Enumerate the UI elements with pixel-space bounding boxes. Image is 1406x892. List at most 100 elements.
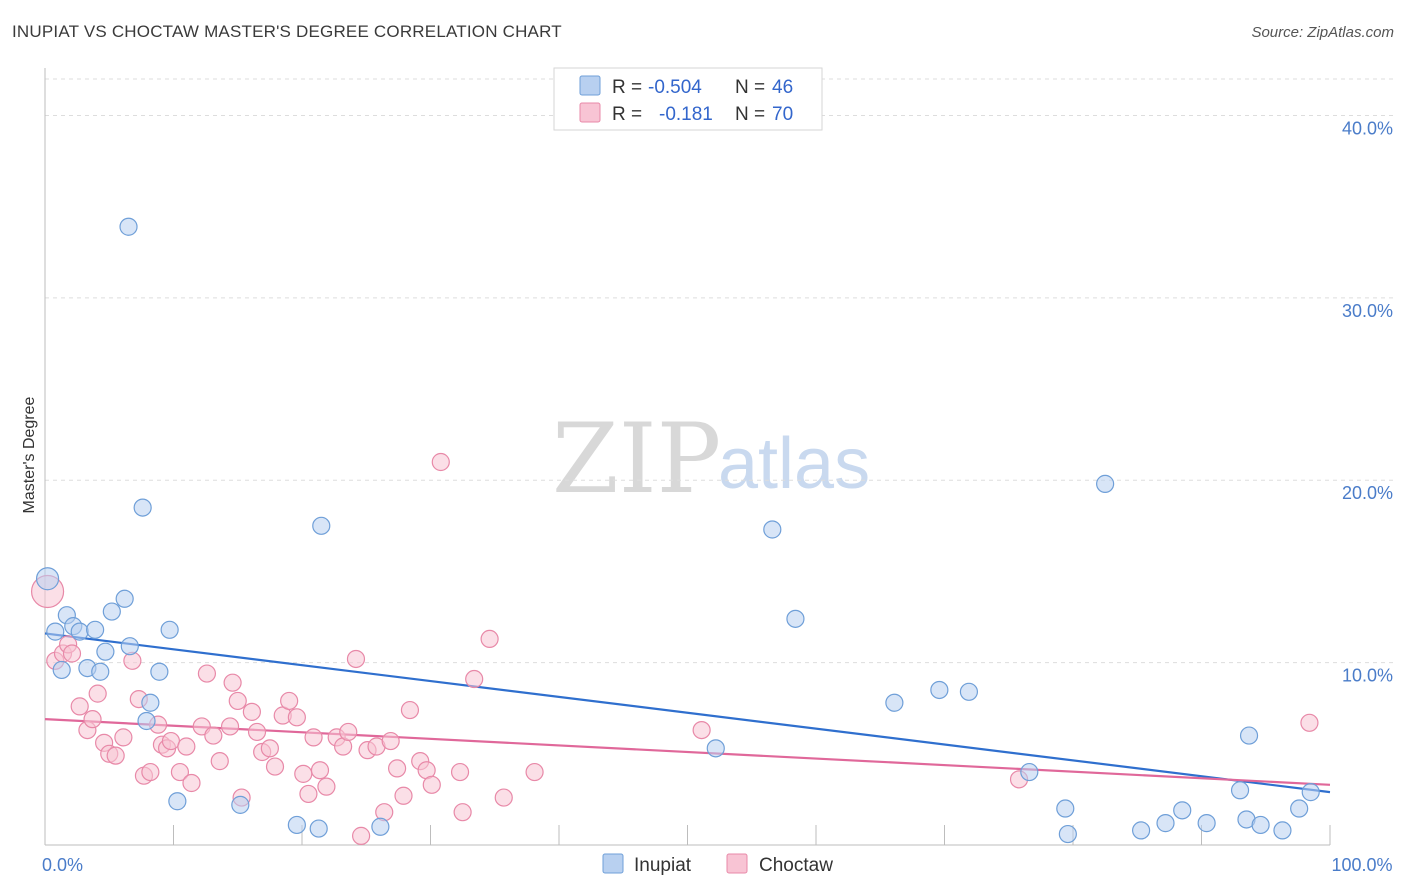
inupiat-point-7[interactable] (86, 620, 105, 639)
inupiat-point-20[interactable] (231, 795, 250, 814)
choctaw-point-62[interactable] (453, 803, 472, 822)
choctaw-point-40[interactable] (294, 764, 313, 783)
choctaw-point-67[interactable] (692, 720, 711, 740)
choctaw-point-23[interactable] (182, 773, 201, 793)
choctaw-point-16[interactable] (141, 762, 160, 782)
bottom-legend-swatch-inupiat (602, 853, 624, 874)
legend-r-value-2: -0.181 (659, 104, 713, 125)
inupiat-point-36[interactable] (1156, 814, 1175, 833)
axes (44, 68, 1331, 846)
legend-n-value-1: 46 (772, 77, 793, 98)
choctaw-point-20[interactable] (161, 731, 181, 751)
inupiat-point-41[interactable] (1239, 726, 1259, 745)
bottom-legend-label-inupiat: Inupiat (634, 855, 692, 876)
choctaw-point-36[interactable] (265, 757, 285, 776)
inupiat-point-37[interactable] (1173, 801, 1192, 820)
choctaw-point-60[interactable] (431, 452, 450, 472)
choctaw-point-22[interactable] (177, 737, 196, 756)
data-points[interactable] (30, 217, 1320, 845)
inupiat-point-19[interactable] (168, 792, 187, 811)
inupiat-point-2[interactable] (52, 660, 71, 680)
inupiat-point-45[interactable] (1301, 783, 1320, 802)
inupiat-point-8[interactable] (91, 662, 110, 681)
inupiat-point-10[interactable] (102, 602, 121, 621)
bottom-legend-swatch-choctaw (726, 853, 748, 874)
inupiat-point-11[interactable] (115, 589, 134, 608)
inupiat-point-0[interactable] (35, 567, 60, 591)
x-tick-labels: 0.0% 100.0% (42, 855, 1393, 875)
choctaw-point-59[interactable] (422, 775, 441, 794)
choctaw-point-21[interactable] (170, 762, 190, 782)
inupiat-point-35[interactable] (1132, 821, 1151, 840)
choctaw-point-35[interactable] (260, 739, 279, 758)
inupiat-point-23[interactable] (312, 516, 331, 535)
inupiat-point-12[interactable] (119, 217, 138, 236)
choctaw-point-47[interactable] (339, 722, 358, 742)
choctaw-point-11[interactable] (106, 746, 125, 765)
inupiat-point-30[interactable] (959, 682, 979, 701)
inupiat-point-42[interactable] (1251, 815, 1270, 835)
inupiat-point-21[interactable] (287, 815, 306, 835)
legend-n-label-1: N = (735, 77, 765, 98)
inupiat-point-39[interactable] (1230, 781, 1250, 800)
inupiat-point-44[interactable] (1290, 799, 1309, 818)
choctaw-point-55[interactable] (394, 786, 413, 805)
inupiat-point-24[interactable] (371, 817, 390, 836)
inupiat-point-26[interactable] (763, 520, 782, 539)
choctaw-point-38[interactable] (280, 691, 299, 711)
choctaw-point-56[interactable] (400, 700, 420, 720)
choctaw-point-63[interactable] (465, 669, 484, 689)
choctaw-point-54[interactable] (387, 759, 407, 778)
inupiat-point-29[interactable] (930, 680, 949, 700)
choctaw-point-28[interactable] (220, 717, 240, 736)
choctaw-point-30[interactable] (228, 691, 247, 711)
inupiat-point-38[interactable] (1197, 814, 1216, 833)
choctaw-point-5[interactable] (70, 697, 89, 716)
choctaw-point-61[interactable] (450, 762, 470, 782)
choctaw-point-32[interactable] (242, 702, 261, 721)
choctaw-point-53[interactable] (381, 731, 400, 751)
choctaw-point-7[interactable] (83, 710, 102, 729)
inupiat-point-17[interactable] (150, 662, 169, 681)
inupiat-point-28[interactable] (885, 693, 904, 712)
series-legend: Inupiat Choctaw (602, 853, 833, 876)
inupiat-point-32[interactable] (1056, 799, 1075, 818)
choctaw-point-33[interactable] (247, 722, 267, 742)
inupiat-point-9[interactable] (96, 642, 115, 661)
choctaw-point-64[interactable] (480, 629, 499, 649)
inupiat-point-22[interactable] (309, 819, 328, 838)
inupiat-point-18[interactable] (160, 620, 179, 639)
inupiat-point-1[interactable] (46, 622, 65, 641)
choctaw-point-8[interactable] (88, 684, 107, 703)
choctaw-point-41[interactable] (299, 784, 318, 804)
choctaw-point-43[interactable] (310, 761, 330, 780)
inupiat-point-15[interactable] (137, 711, 156, 731)
choctaw-point-26[interactable] (204, 726, 223, 745)
inupiat-point-33[interactable] (1058, 824, 1077, 844)
choctaw-point-66[interactable] (525, 762, 544, 782)
inupiat-point-16[interactable] (141, 693, 160, 712)
choctaw-point-27[interactable] (210, 752, 229, 771)
inupiat-point-25[interactable] (706, 739, 725, 758)
choctaw-point-44[interactable] (317, 777, 336, 796)
inupiat-point-34[interactable] (1096, 474, 1115, 493)
legend-n-value-2: 70 (772, 104, 793, 125)
choctaw-point-39[interactable] (287, 708, 306, 727)
y-tick-label-1: 20.0% (1342, 483, 1393, 503)
choctaw-point-65[interactable] (494, 788, 513, 807)
choctaw-point-4[interactable] (62, 644, 82, 663)
inupiat-point-5[interactable] (70, 622, 89, 641)
inupiat-point-14[interactable] (133, 498, 152, 517)
choctaw-point-25[interactable] (197, 664, 217, 683)
inupiat-point-31[interactable] (1020, 762, 1039, 782)
watermark-atlas: atlas (718, 424, 870, 504)
inupiat-point-43[interactable] (1273, 821, 1292, 840)
choctaw-point-69[interactable] (1300, 713, 1319, 732)
choctaw-point-12[interactable] (114, 728, 133, 747)
choctaw-point-48[interactable] (346, 649, 366, 669)
inupiat-point-27[interactable] (786, 609, 805, 628)
choctaw-point-42[interactable] (304, 728, 323, 747)
choctaw-point-49[interactable] (352, 826, 371, 845)
choctaw-point-29[interactable] (223, 673, 242, 692)
inupiat-point-13[interactable] (120, 637, 139, 656)
